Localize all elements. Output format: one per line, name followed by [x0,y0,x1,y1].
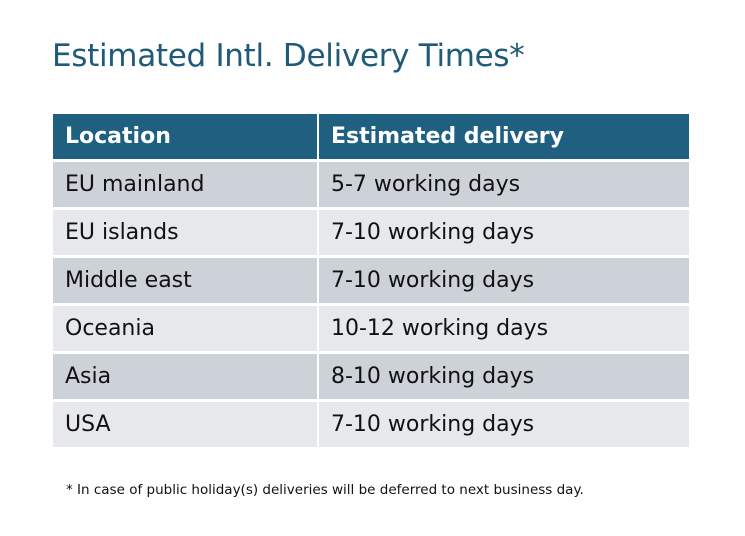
delivery-cell: 7-10 working days [319,258,689,303]
table-row: EU islands 7-10 working days [53,210,689,255]
table-row: Middle east 7-10 working days [53,258,689,303]
table-row: EU mainland 5-7 working days [53,162,689,207]
location-cell: EU islands [53,210,317,255]
delivery-cell: 7-10 working days [319,210,689,255]
location-cell: Oceania [53,306,317,351]
header-estimated-delivery: Estimated delivery [319,114,689,159]
delivery-times-table: Location Estimated delivery EU mainland … [51,111,691,450]
location-cell: USA [53,402,317,447]
footnote: * In case of public holiday(s) deliverie… [66,482,584,498]
page-title: Estimated Intl. Delivery Times* [52,38,525,74]
delivery-cell: 8-10 working days [319,354,689,399]
location-cell: EU mainland [53,162,317,207]
delivery-cell: 10-12 working days [319,306,689,351]
table-row: Asia 8-10 working days [53,354,689,399]
delivery-cell: 5-7 working days [319,162,689,207]
table-row: USA 7-10 working days [53,402,689,447]
location-cell: Middle east [53,258,317,303]
table-row: Oceania 10-12 working days [53,306,689,351]
delivery-cell: 7-10 working days [319,402,689,447]
location-cell: Asia [53,354,317,399]
header-location: Location [53,114,317,159]
table-header-row: Location Estimated delivery [53,114,689,159]
